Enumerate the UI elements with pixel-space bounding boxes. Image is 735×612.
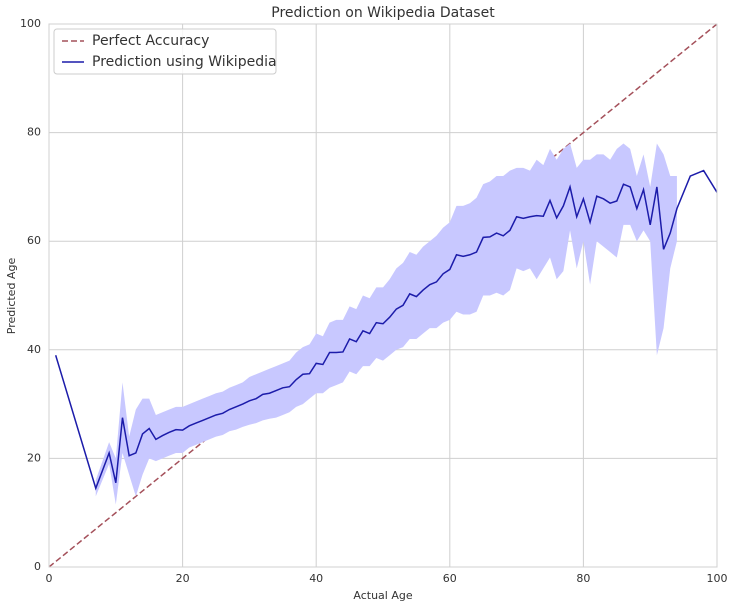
chart-title: Prediction on Wikipedia Dataset xyxy=(271,5,495,21)
y-tick-label: 60 xyxy=(27,234,41,247)
x-tick-label: 80 xyxy=(576,572,590,585)
y-axis-label: Predicted Age xyxy=(5,258,18,335)
x-tick-label: 60 xyxy=(443,572,457,585)
y-tick-label: 0 xyxy=(34,560,41,573)
x-tick-label: 0 xyxy=(46,572,53,585)
confidence-band xyxy=(95,143,677,505)
x-tick-label: 100 xyxy=(707,572,728,585)
legend: Perfect Accuracy Prediction using Wikiped… xyxy=(53,28,277,75)
y-tick-label: 100 xyxy=(20,17,41,30)
legend-label: Perfect Accuracy xyxy=(92,33,209,49)
legend-label: Prediction using Wikipedia xyxy=(92,54,277,70)
x-tick-label: 40 xyxy=(309,572,323,585)
y-tick-label: 80 xyxy=(27,126,41,139)
plot-frame xyxy=(48,23,718,568)
line xyxy=(54,169,718,491)
legend-box xyxy=(53,28,277,75)
x-axis-label: Actual Age xyxy=(353,589,412,602)
y-tick-label: 20 xyxy=(27,451,41,464)
y-tick-label: 40 xyxy=(27,343,41,356)
x-tick-label: 20 xyxy=(176,572,190,585)
